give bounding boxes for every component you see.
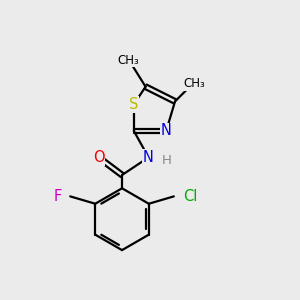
- Text: N: N: [143, 150, 154, 165]
- Text: Cl: Cl: [183, 189, 197, 204]
- Text: O: O: [93, 150, 104, 165]
- Text: CH₃: CH₃: [183, 77, 205, 90]
- Text: CH₃: CH₃: [117, 54, 139, 67]
- Text: N: N: [161, 123, 172, 138]
- Text: H: H: [161, 154, 171, 167]
- Text: S: S: [129, 97, 139, 112]
- Text: F: F: [53, 189, 61, 204]
